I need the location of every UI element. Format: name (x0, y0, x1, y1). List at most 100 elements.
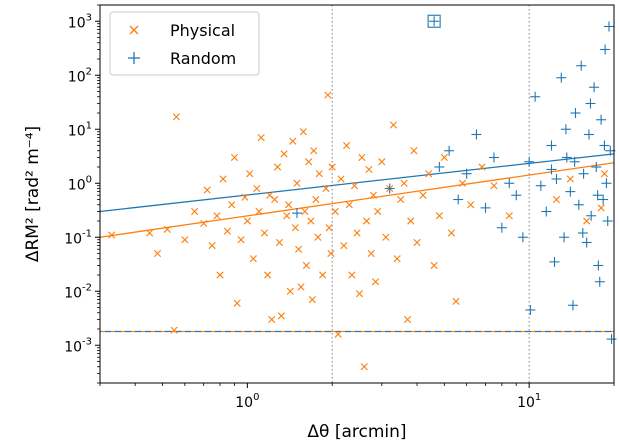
point-physical-27 (264, 271, 272, 279)
point-physical-56 (325, 224, 333, 232)
point-random-10 (496, 222, 507, 233)
point-random-31 (581, 237, 592, 248)
point-random-28 (573, 199, 584, 210)
point-physical-100 (552, 195, 561, 204)
point-random-8 (480, 202, 491, 213)
point-random-40 (600, 44, 611, 55)
point-physical-78 (382, 233, 390, 241)
point-random-21 (551, 173, 562, 184)
point-physical-65 (348, 271, 356, 279)
point-physical-76 (374, 207, 382, 216)
legend: Physical Random (109, 11, 260, 76)
point-physical-16 (230, 153, 239, 162)
point-physical-41 (295, 245, 303, 253)
point-random-50 (585, 98, 596, 109)
point-random-36 (593, 260, 604, 271)
point-random-45 (606, 334, 617, 345)
point-physical-95 (458, 179, 467, 187)
point-physical-49 (310, 147, 318, 155)
point-physical-5 (172, 113, 180, 121)
point-physical-57 (327, 249, 335, 258)
point-physical-30 (271, 195, 279, 204)
point-physical-88 (419, 191, 427, 199)
point-physical-53 (319, 271, 327, 279)
point-physical-40 (293, 179, 301, 187)
point-random-13 (517, 232, 528, 243)
point-physical-91 (435, 212, 443, 220)
point-physical-19 (241, 193, 249, 201)
point-physical-83 (400, 179, 408, 187)
point-random-24 (561, 152, 572, 163)
point-random-35 (591, 162, 602, 172)
point-physical-48 (308, 296, 316, 304)
point-physical-67 (353, 229, 361, 237)
point-random-42 (602, 216, 613, 226)
point-random-7 (471, 129, 482, 140)
point-physical-20 (243, 217, 251, 225)
point-physical-74 (369, 191, 377, 199)
point-random-23 (559, 232, 570, 243)
point-physical-38 (289, 137, 297, 145)
point-physical-12 (216, 271, 224, 279)
point-random-3 (434, 162, 445, 172)
point-physical-64 (345, 201, 353, 209)
point-physical-60 (334, 330, 342, 338)
point-random-2 (427, 14, 441, 28)
point-random-29 (576, 60, 587, 71)
point-random-26 (567, 300, 578, 311)
point-physical-43 (299, 128, 307, 136)
point-physical-89 (425, 170, 433, 178)
point-physical-0 (108, 231, 116, 239)
point-random-52 (599, 140, 610, 151)
point-physical-98 (490, 182, 498, 190)
point-physical-1 (146, 229, 154, 237)
y-tick-label-5: 102 (68, 66, 92, 85)
x-axis-label: Δθ [arcmin] (307, 422, 406, 442)
point-random-47 (560, 124, 571, 135)
point-random-43 (604, 21, 615, 32)
point-physical-29 (268, 315, 276, 324)
point-random-25 (565, 186, 576, 197)
point-physical-61 (337, 175, 345, 183)
point-physical-8 (200, 219, 208, 228)
point-physical-33 (277, 312, 285, 320)
point-physical-15 (228, 201, 236, 209)
point-physical-73 (367, 249, 375, 258)
point-physical-21 (246, 170, 254, 178)
point-physical-51 (314, 233, 322, 241)
point-random-41 (601, 178, 612, 189)
point-physical-4 (170, 326, 178, 334)
point-physical-46 (305, 158, 313, 166)
point-random-16 (530, 91, 541, 102)
data-points (108, 14, 617, 371)
point-physical-99 (505, 212, 513, 220)
point-physical-59 (331, 207, 339, 216)
y-tick-label-0: 10-3 (64, 336, 92, 355)
point-physical-66 (350, 182, 359, 190)
point-random-14 (524, 156, 535, 167)
point-physical-31 (273, 163, 282, 171)
point-physical-62 (340, 242, 348, 250)
point-physical-80 (389, 121, 398, 129)
point-physical-54 (322, 184, 330, 193)
point-physical-7 (191, 207, 199, 216)
fit-line-physical (99, 162, 615, 238)
point-physical-44 (301, 207, 309, 216)
point-random-27 (570, 108, 581, 118)
point-physical-14 (223, 227, 232, 235)
point-physical-104 (600, 170, 609, 178)
legend-box (109, 11, 260, 76)
y-tick-label-6: 103 (68, 12, 92, 31)
point-random-38 (596, 114, 607, 125)
point-physical-102 (583, 217, 591, 225)
point-physical-77 (378, 158, 386, 166)
point-physical-23 (253, 184, 261, 193)
point-physical-26 (260, 229, 269, 237)
point-physical-58 (328, 163, 336, 171)
point-random-0 (291, 208, 302, 219)
point-random-5 (453, 194, 464, 205)
point-physical-25 (257, 134, 265, 142)
point-physical-52 (315, 170, 323, 178)
legend-marker-random (128, 52, 140, 64)
point-physical-71 (363, 217, 371, 225)
